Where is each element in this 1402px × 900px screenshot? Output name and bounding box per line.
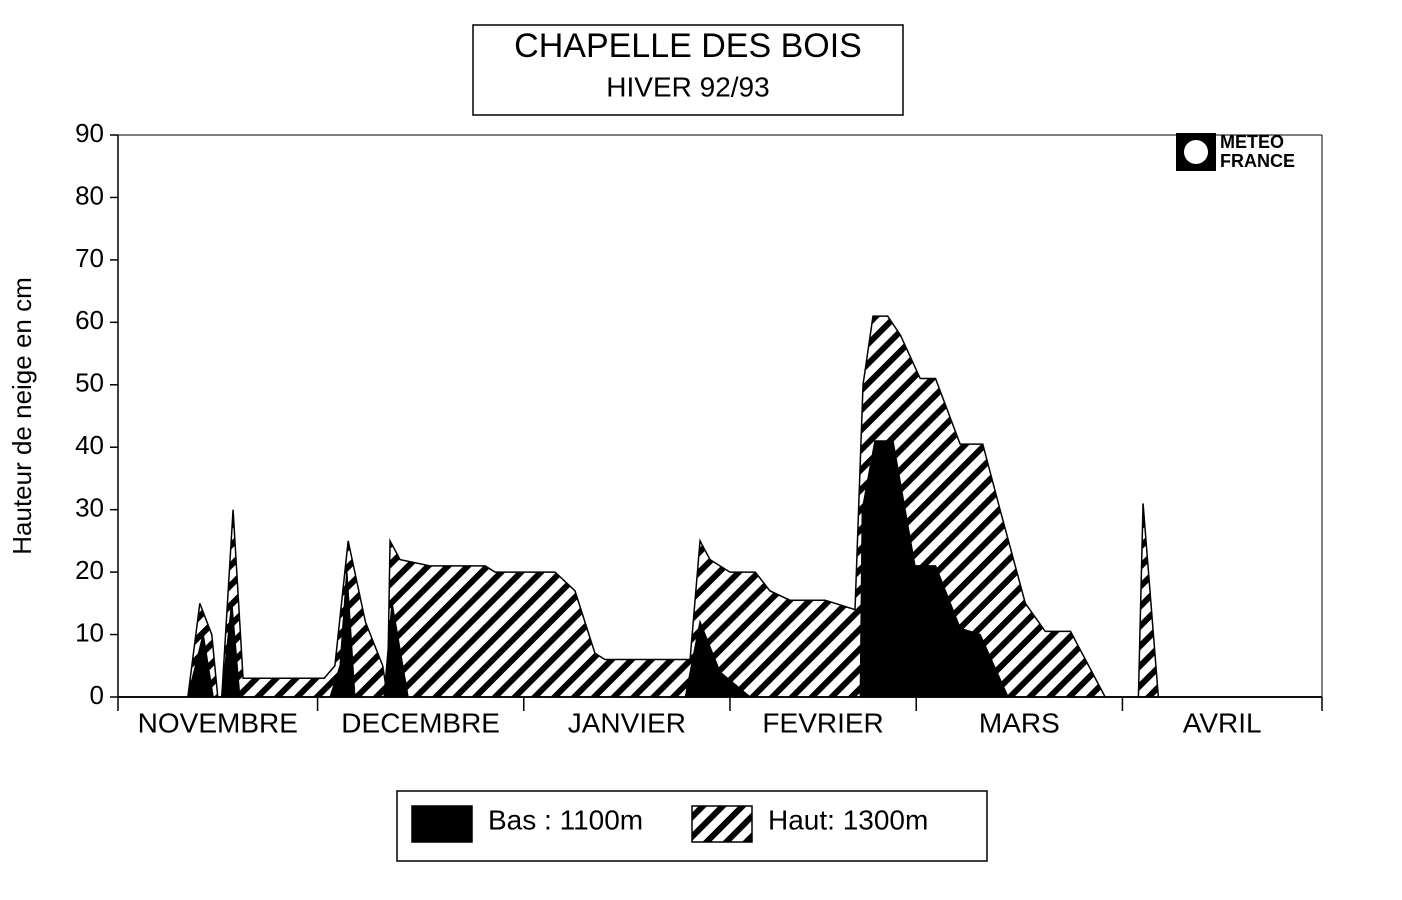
legend-label: Haut: 1300m <box>768 804 928 835</box>
y-tick-label: 50 <box>75 368 104 398</box>
y-tick-label: 90 <box>75 118 104 148</box>
logo-text: FRANCE <box>1220 151 1295 171</box>
chart-subtitle: HIVER 92/93 <box>606 71 769 102</box>
y-tick-label: 80 <box>75 180 104 210</box>
logo: METEO FRANCE <box>1176 132 1295 171</box>
x-tick-label: AVRIL <box>1183 707 1262 738</box>
chart-title: CHAPELLE DES BOIS <box>514 27 862 65</box>
x-tick-label: JANVIER <box>568 707 686 738</box>
y-tick-label: 10 <box>75 617 104 647</box>
legend-swatch <box>691 805 753 843</box>
logo-text: METEO <box>1220 132 1284 152</box>
legend-label: Bas : 1100m <box>488 804 643 835</box>
y-tick-label: 30 <box>75 493 104 523</box>
y-tick-label: 20 <box>75 555 104 585</box>
y-tick-label: 40 <box>75 430 104 460</box>
legend-swatch <box>411 805 473 843</box>
legend-box <box>396 790 988 862</box>
title-box <box>472 24 904 116</box>
x-tick-label: NOVEMBRE <box>138 707 298 738</box>
x-tick-label: MARS <box>979 707 1060 738</box>
y-tick-label: 70 <box>75 243 104 273</box>
area <box>118 315 1322 698</box>
x-tick-label: FEVRIER <box>762 707 883 738</box>
y-axis-label: Hauteur de neige en cm <box>7 277 37 555</box>
x-tick-label: DECEMBRE <box>341 707 500 738</box>
y-tick-label: 0 <box>90 680 104 710</box>
logo-mark <box>1184 140 1208 164</box>
y-tick-label: 60 <box>75 305 104 335</box>
